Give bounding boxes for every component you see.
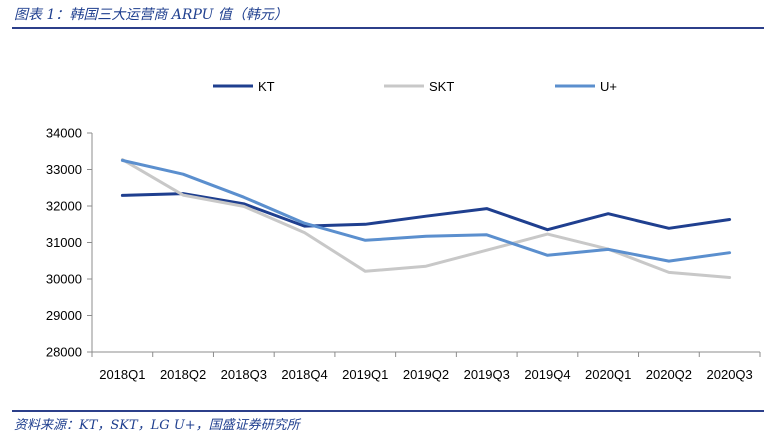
x-tick-label: 2020Q3 <box>707 367 753 382</box>
series-line-u <box>120 158 732 263</box>
x-tick-label: 2018Q2 <box>160 367 206 382</box>
chart-series <box>120 158 732 279</box>
title-divider <box>12 27 764 29</box>
figure-source: 资料来源：KT，SKT，LG U+，国盛证券研究所 <box>14 418 300 433</box>
x-tick-label: 2019Q2 <box>403 367 449 382</box>
legend-label: U+ <box>600 79 617 94</box>
x-tick-label: 2018Q3 <box>221 367 267 382</box>
legend-label: SKT <box>429 79 454 94</box>
y-tick-label: 33000 <box>46 162 82 177</box>
x-tick-label: 2019Q1 <box>342 367 388 382</box>
figure-title: 图表 1：韩国三大运营商 ARPU 值（韩元） <box>14 7 288 23</box>
y-tick-label: 32000 <box>46 199 82 214</box>
chart-legend: KT SKT U+ <box>213 79 617 94</box>
x-tick-label: 2019Q4 <box>524 367 570 382</box>
y-tick-label: 34000 <box>46 126 82 141</box>
series-line-skt <box>120 158 732 279</box>
x-tick-label: 2020Q2 <box>646 367 692 382</box>
x-tick-label: 2020Q1 <box>585 367 631 382</box>
chart-axes: 28000 29000 30000 31000 32000 33000 34000 2018Q… <box>46 126 761 382</box>
y-tick-label: 31000 <box>46 235 82 250</box>
legend-label: KT <box>258 79 275 94</box>
y-tick-label: 30000 <box>46 272 82 287</box>
x-tick-label: 2018Q1 <box>99 367 145 382</box>
y-tick-label: 29000 <box>46 308 82 323</box>
x-tick-label: 2018Q4 <box>281 367 327 382</box>
y-tick-label: 28000 <box>46 345 82 360</box>
x-tick-label: 2019Q3 <box>464 367 510 382</box>
source-divider <box>12 410 764 412</box>
series-line-kt <box>120 192 732 232</box>
